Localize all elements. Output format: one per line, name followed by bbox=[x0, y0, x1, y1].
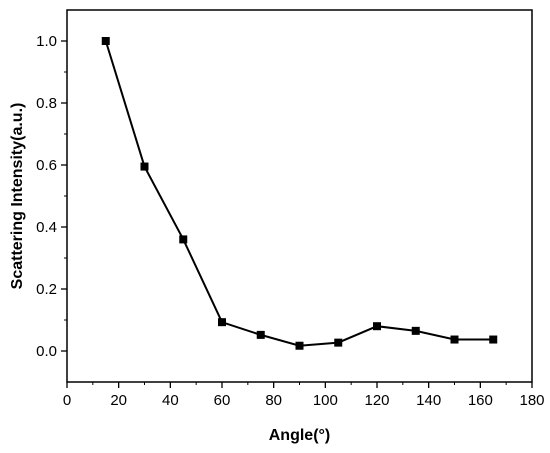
y-tick-label: 0.4 bbox=[36, 219, 57, 236]
data-point-marker bbox=[373, 322, 381, 331]
x-tick-label: 180 bbox=[519, 392, 544, 409]
data-point-marker bbox=[450, 335, 459, 344]
y-tick-label: 1.0 bbox=[36, 33, 57, 50]
x-tick-label: 0 bbox=[63, 392, 71, 409]
x-axis-title: Angle(°) bbox=[269, 427, 331, 444]
x-tick-label: 100 bbox=[313, 392, 338, 409]
data-point-marker bbox=[140, 162, 149, 171]
x-tick-label: 140 bbox=[416, 392, 441, 409]
x-tick-label: 20 bbox=[110, 392, 127, 409]
y-tick-label: 0.2 bbox=[36, 281, 57, 298]
series-layer bbox=[101, 37, 498, 350]
data-point-marker bbox=[489, 335, 498, 344]
data-point-marker bbox=[334, 338, 343, 347]
data-point-marker bbox=[218, 318, 226, 327]
data-point-marker bbox=[256, 330, 265, 339]
y-tick-label: 0.8 bbox=[36, 95, 57, 112]
data-point-marker bbox=[411, 326, 420, 335]
series-line bbox=[104, 40, 494, 347]
y-axis-title: Scattering Intensity(a.u.) bbox=[9, 103, 26, 290]
y-tick-label: 0.6 bbox=[36, 157, 57, 174]
x-tick-label: 160 bbox=[468, 392, 493, 409]
ticks-layer: 0 20 40 60 80 100 120 140 160 180 0.0 0.2 0.4 0.6 0.8 1… bbox=[36, 33, 544, 409]
x-tick-label: 40 bbox=[162, 392, 179, 409]
data-point-marker bbox=[179, 235, 188, 244]
data-point-marker bbox=[101, 37, 110, 45]
plot-frame bbox=[66, 9, 533, 383]
x-tick-label: 80 bbox=[265, 392, 282, 409]
x-tick-label: 60 bbox=[214, 392, 231, 409]
data-point-marker bbox=[295, 341, 304, 350]
y-tick-label: 0.0 bbox=[36, 343, 57, 360]
x-tick-label: 120 bbox=[364, 392, 389, 409]
